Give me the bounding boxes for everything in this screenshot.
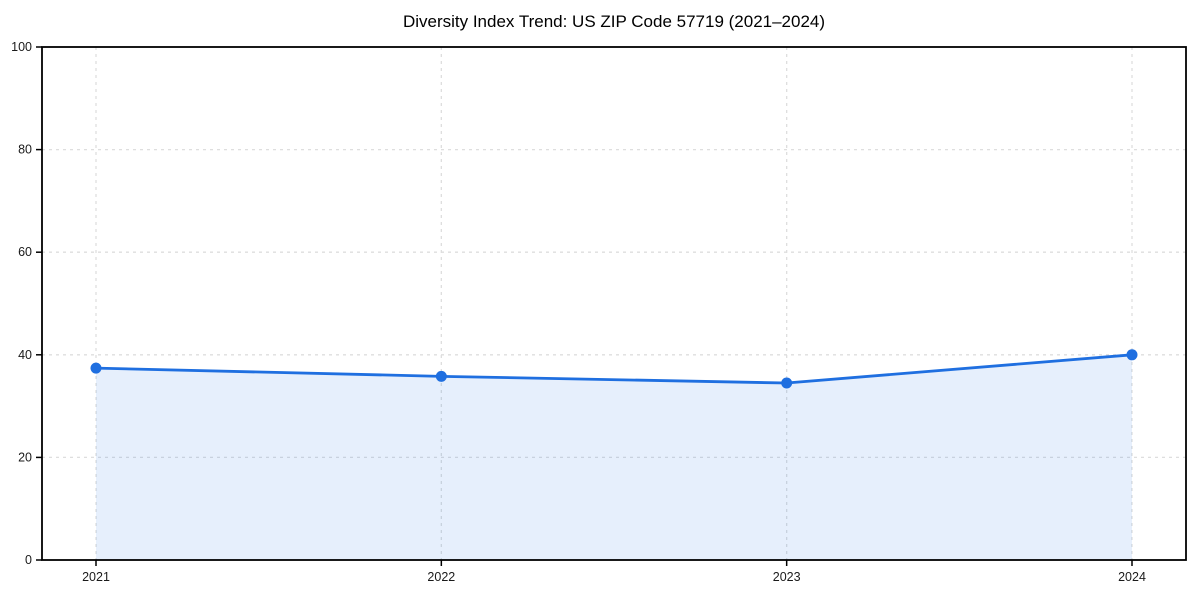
x-tick-label: 2021 xyxy=(82,570,110,584)
area-fill xyxy=(96,354,1132,560)
y-tick-label: 80 xyxy=(18,143,32,157)
y-tick-label: 20 xyxy=(18,450,32,464)
chart-title: Diversity Index Trend: US ZIP Code 57719… xyxy=(402,12,826,31)
data-point-marker xyxy=(435,370,447,382)
y-tick-label: 0 xyxy=(25,553,32,567)
trend-line xyxy=(94,353,1134,385)
y-tick-label: 60 xyxy=(18,245,32,259)
data-point-marker xyxy=(90,362,102,374)
x-tick-label: 2024 xyxy=(1118,570,1146,584)
plot-background xyxy=(42,47,1186,560)
plot-border xyxy=(41,46,1187,561)
data-point-marker xyxy=(1126,349,1138,361)
x-tick-label: 2022 xyxy=(427,570,455,584)
y-tick-label: 100 xyxy=(11,40,32,54)
data-point-marker xyxy=(781,377,793,389)
x-tick-label: 2023 xyxy=(773,570,801,584)
y-tick-label: 40 xyxy=(18,348,32,362)
